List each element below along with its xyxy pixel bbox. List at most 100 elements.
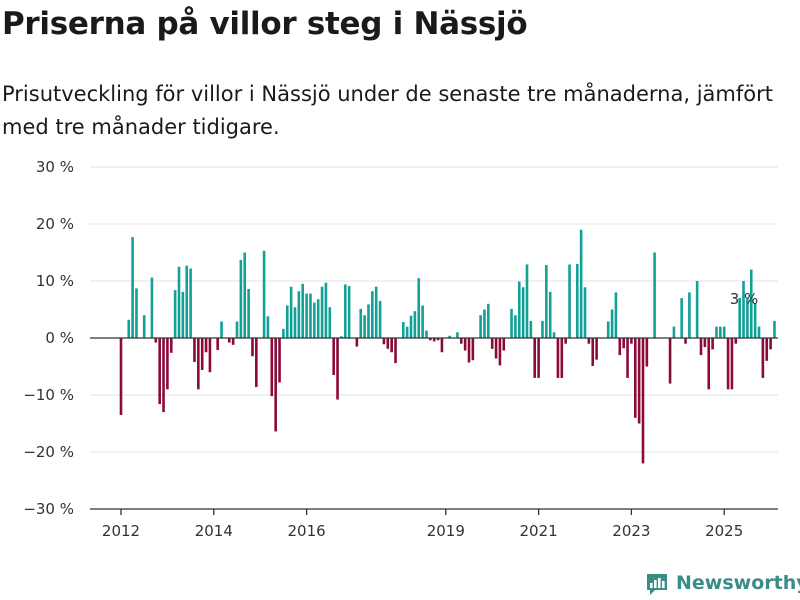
- bar: [734, 338, 738, 344]
- bar: [448, 335, 451, 338]
- bar: [591, 338, 595, 366]
- bar: [162, 338, 165, 413]
- chart-subtitle: Prisutveckling för villor i Nässjö under…: [2, 82, 773, 139]
- x-tick-label: 2019: [427, 522, 465, 540]
- bar: [765, 338, 769, 361]
- bar: [456, 332, 459, 338]
- bar: [633, 338, 637, 418]
- bar: [533, 338, 537, 378]
- bar: [119, 338, 123, 415]
- bar: [336, 338, 339, 400]
- bar: [255, 338, 258, 388]
- bar: [142, 315, 146, 338]
- bar: [680, 298, 683, 338]
- bar: [301, 283, 305, 338]
- bar: [382, 338, 386, 345]
- bar: [239, 259, 243, 338]
- bar: [386, 338, 390, 349]
- x-tick-label: 2025: [705, 522, 743, 540]
- bar: [645, 338, 649, 367]
- bar: [541, 320, 544, 338]
- bar: [216, 338, 219, 350]
- bar: [285, 305, 289, 338]
- bar: [719, 326, 722, 338]
- bar: [227, 338, 231, 343]
- bar: [127, 319, 131, 338]
- bar: [552, 332, 556, 338]
- bar: [193, 338, 196, 362]
- bar: [626, 338, 629, 378]
- bar: [429, 338, 432, 341]
- y-tick-label: −10 %: [23, 386, 74, 404]
- bar: [425, 330, 428, 338]
- axes: [90, 337, 778, 515]
- bar: [622, 338, 625, 349]
- gridlines: [90, 166, 778, 453]
- newsworthy-brand: Newsworthy: [645, 570, 800, 596]
- bar: [479, 315, 482, 338]
- bar: [575, 263, 579, 338]
- bar: [502, 338, 506, 351]
- bar: [324, 282, 328, 338]
- brand-name: Newsworthy: [676, 572, 800, 594]
- bar: [773, 320, 776, 338]
- bar: [154, 338, 158, 343]
- chart-title: Priserna på villor steg i Nässjö: [2, 6, 528, 42]
- bar: [494, 338, 498, 359]
- bar: [363, 315, 366, 338]
- bar: [545, 265, 548, 338]
- bar: [583, 287, 587, 338]
- bar: [483, 309, 486, 338]
- tick-labels: 30 % 20 % 10 % 0 % −10 % −20 % −30 % 2012 2014 20…: [23, 158, 743, 540]
- bar: [231, 338, 235, 345]
- bar: [173, 290, 177, 338]
- latest-value-annotation: 3 %: [730, 290, 759, 308]
- bar: [235, 321, 239, 338]
- bar: [169, 338, 173, 353]
- bar: [753, 303, 757, 338]
- bar: [703, 338, 707, 348]
- bar: [409, 315, 413, 338]
- bar: [517, 281, 521, 338]
- bar: [730, 338, 734, 390]
- bar: [343, 284, 347, 338]
- bar: [197, 338, 200, 390]
- bar: [510, 308, 513, 338]
- bar: [641, 338, 645, 464]
- bar: [595, 338, 598, 360]
- bar: [684, 338, 687, 344]
- bar: [436, 338, 440, 341]
- y-tick-label: 0 %: [45, 329, 74, 347]
- bar: [421, 305, 424, 338]
- bar: [282, 328, 285, 338]
- bar: [711, 338, 714, 350]
- bar: [668, 338, 672, 384]
- bar: [293, 307, 297, 338]
- bar: [251, 338, 254, 357]
- bar: [614, 292, 618, 338]
- bar-series: [119, 229, 776, 464]
- bar: [274, 338, 277, 432]
- bar: [367, 304, 370, 338]
- bar: [266, 316, 270, 338]
- bar: [332, 338, 335, 376]
- bar: [150, 277, 154, 338]
- bar: [695, 281, 699, 338]
- bar: [305, 293, 308, 338]
- bar: [514, 315, 517, 338]
- bar: [390, 338, 393, 353]
- x-tick-label: 2021: [520, 522, 558, 540]
- bar: [537, 338, 540, 378]
- bar: [653, 252, 656, 338]
- bar: [131, 237, 134, 338]
- bar: [371, 291, 374, 338]
- bar: [688, 292, 691, 338]
- bar: [707, 338, 711, 390]
- x-tick-label: 2014: [195, 522, 233, 540]
- bar: [722, 326, 726, 338]
- bar: [742, 281, 745, 338]
- bar: [525, 264, 529, 338]
- bar: [521, 287, 525, 338]
- bar: [320, 286, 324, 338]
- x-tick-label: 2012: [102, 522, 140, 540]
